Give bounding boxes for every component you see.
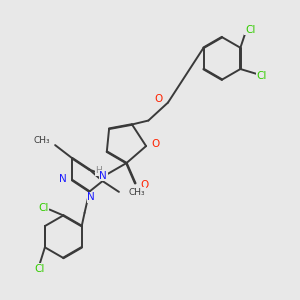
Text: H: H xyxy=(96,166,102,175)
Text: O: O xyxy=(151,140,159,149)
Text: CH₃: CH₃ xyxy=(34,136,50,145)
Text: N: N xyxy=(59,174,67,184)
Text: N: N xyxy=(99,170,107,181)
Text: Cl: Cl xyxy=(245,25,255,35)
Text: CH₃: CH₃ xyxy=(129,188,146,197)
Text: Cl: Cl xyxy=(256,70,267,81)
Text: Cl: Cl xyxy=(35,264,45,274)
Text: Cl: Cl xyxy=(38,203,49,213)
Text: O: O xyxy=(155,94,163,104)
Text: O: O xyxy=(140,180,148,190)
Text: N: N xyxy=(87,192,95,203)
